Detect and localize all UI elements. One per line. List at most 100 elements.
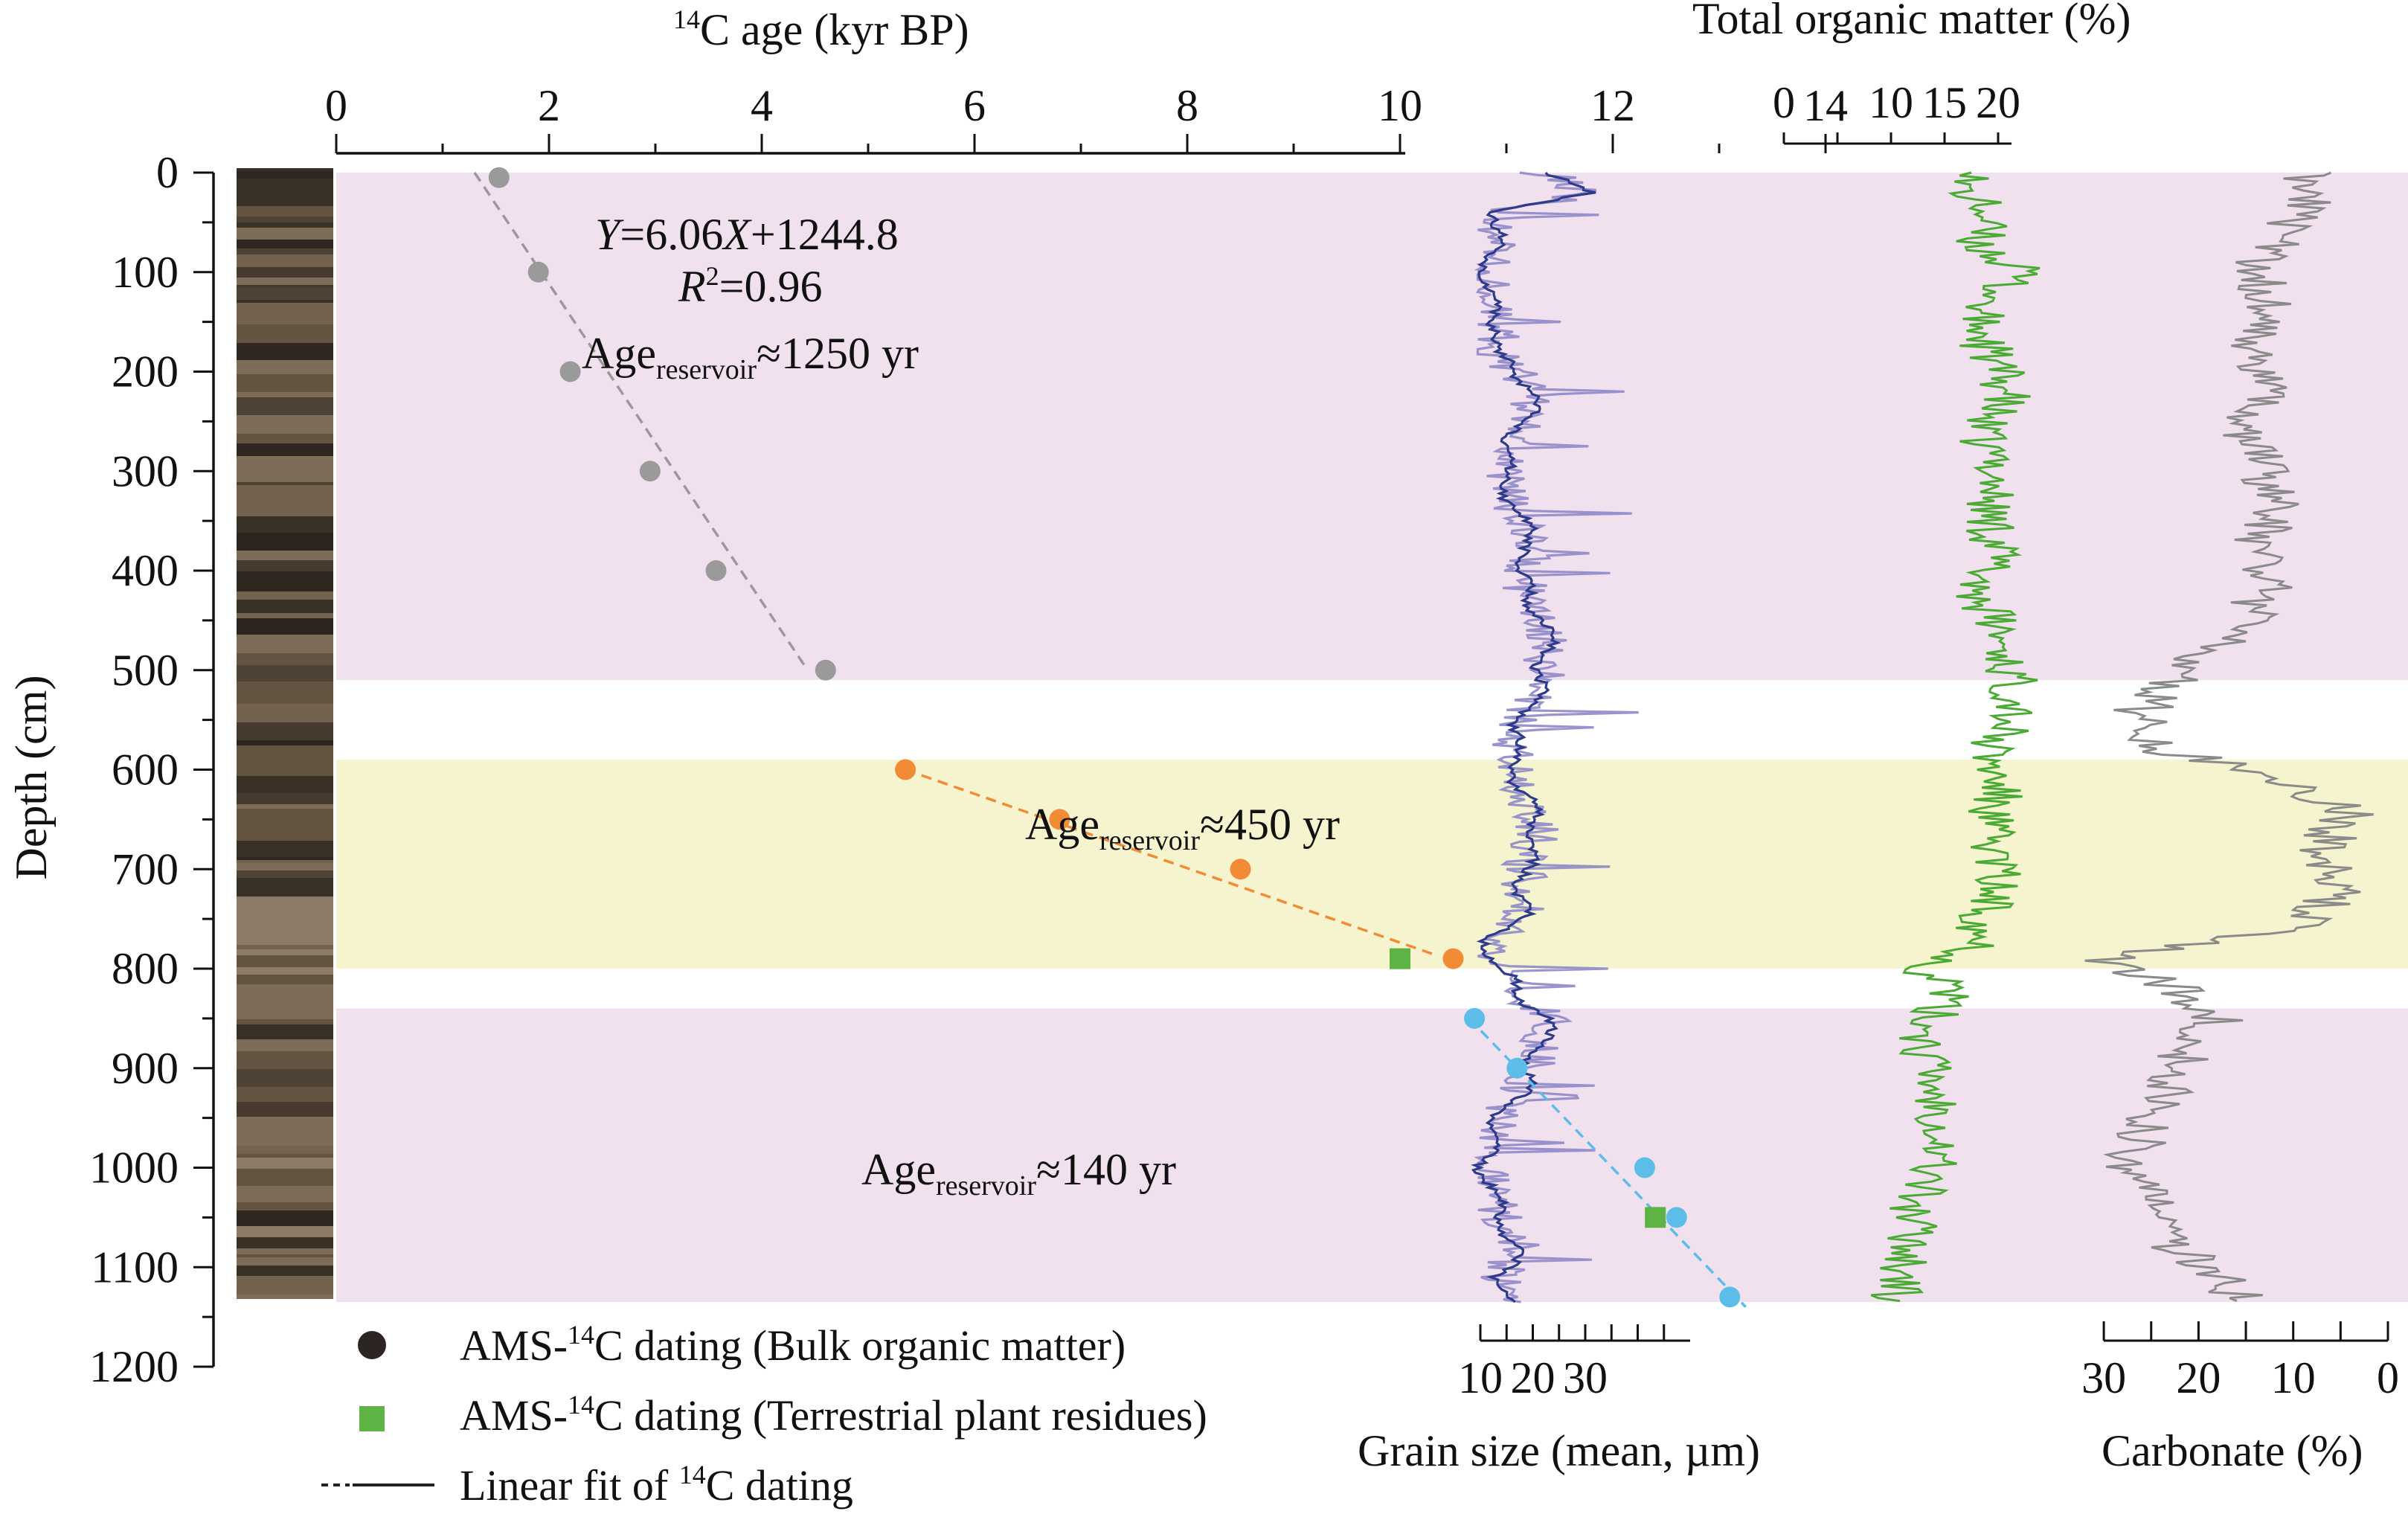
core-layer — [237, 285, 333, 288]
depth-tick-label: 900 — [112, 1044, 179, 1093]
core-layer — [237, 222, 333, 228]
core-layer — [237, 804, 333, 809]
bulk-organic-point — [559, 361, 581, 382]
bulk-organic-point — [639, 461, 661, 482]
c14-tick-label: 14 — [1803, 81, 1848, 130]
plant-residue-point — [1645, 1207, 1666, 1228]
core-layer — [237, 1059, 333, 1069]
depth-tick-label: 600 — [112, 745, 179, 795]
core-layer — [237, 254, 333, 267]
core-layer — [237, 303, 333, 320]
core-layer — [237, 168, 333, 171]
core-layer — [237, 267, 333, 278]
core-layer — [237, 1051, 333, 1055]
linear-fit-1 — [905, 768, 1433, 955]
depth-tick-label: 1100 — [91, 1242, 179, 1292]
c14-tick-label: 10 — [1378, 81, 1422, 130]
regression-equation: Y=6.06X+1244.8 — [595, 210, 899, 259]
depth-tick-label: 1000 — [89, 1143, 179, 1193]
grain-tick-label: 20 — [1511, 1353, 1555, 1402]
carbonate-tick-label: 20 — [2176, 1353, 2221, 1402]
core-layer — [237, 841, 333, 857]
core-layer — [237, 826, 333, 841]
core-layer — [237, 600, 333, 609]
core-layer — [237, 324, 333, 343]
bulk-organic-point — [527, 261, 549, 283]
core-layer — [237, 1069, 333, 1087]
reservoir-age-lower: Agereservoir≈140 yr — [861, 1145, 1176, 1202]
carbonate-tick-label: 10 — [2271, 1353, 2316, 1402]
bulk-organic-point — [1506, 1057, 1528, 1079]
core-layer — [237, 740, 333, 745]
c14-tick-label: 2 — [538, 81, 560, 130]
bulk-organic-point — [1666, 1207, 1687, 1228]
shaded-bands — [336, 173, 2408, 1303]
core-layer — [237, 760, 333, 776]
core-layer — [237, 613, 333, 618]
bulk-organic-point — [895, 759, 916, 780]
core-layer — [237, 374, 333, 392]
core-layer — [237, 665, 333, 681]
bulk-organic-point — [1442, 948, 1464, 969]
legend-bulk-marker — [358, 1331, 386, 1359]
reservoir-age-upper: Agereservoir≈1250 yr — [582, 329, 919, 385]
core-layer — [237, 984, 333, 987]
bulk-organic-point — [1464, 1007, 1486, 1029]
core-layer — [237, 896, 333, 911]
core-layer — [237, 1102, 333, 1117]
depth-tick-label: 300 — [112, 446, 179, 495]
toc-tick-label: 20 — [1976, 78, 2020, 127]
core-layer — [237, 1024, 333, 1039]
core-layer — [237, 870, 333, 878]
core-layer — [237, 1186, 333, 1202]
core-layer — [237, 1266, 333, 1276]
core-layer — [237, 1019, 333, 1024]
core-layer — [237, 793, 333, 804]
core-layer — [237, 392, 333, 397]
core-layer — [237, 1003, 333, 1019]
core-layer — [237, 288, 333, 300]
core-layer — [237, 1146, 333, 1154]
core-layer — [237, 360, 333, 374]
core-layer — [237, 415, 333, 434]
core-layer — [237, 1276, 333, 1295]
toc-tick-label: 15 — [1922, 78, 1967, 127]
core-layer — [237, 533, 333, 551]
core-layer — [237, 474, 333, 482]
toc-tick-label: 10 — [1869, 78, 1913, 127]
core-layer — [237, 278, 333, 285]
legend-bulk-label: AMS-14C dating (Bulk organic matter) — [460, 1320, 1126, 1370]
core-layer — [237, 516, 333, 533]
core-layer — [237, 918, 333, 928]
core-layer — [237, 1039, 333, 1051]
core-layer — [237, 560, 333, 571]
depth-tick-label: 100 — [112, 248, 179, 297]
dating-points — [488, 167, 1741, 1308]
core-layer — [237, 503, 333, 516]
grain-tick-label: 30 — [1563, 1353, 1608, 1402]
core-layer — [237, 933, 333, 945]
depth-tick-label: 1200 — [89, 1342, 179, 1391]
carbonate-tick-label: 0 — [2377, 1353, 2399, 1402]
c14-tick-label: 4 — [751, 81, 773, 130]
depth-tick-label: 200 — [112, 347, 179, 397]
sediment-core-image — [237, 168, 333, 1299]
core-layer — [237, 653, 333, 665]
shaded-band-1 — [336, 760, 2408, 969]
bulk-organic-point — [1634, 1157, 1655, 1178]
core-layer — [237, 975, 333, 984]
linear-fits — [473, 172, 1747, 1308]
core-layer — [237, 722, 333, 740]
core-layer — [237, 860, 333, 863]
core-layer — [237, 878, 333, 896]
core-layer — [237, 228, 333, 240]
core-layer — [237, 216, 333, 222]
core-layer — [237, 1295, 333, 1299]
core-layer — [237, 960, 333, 967]
core-layer — [237, 745, 333, 760]
depth-tick-label: 800 — [112, 944, 179, 993]
core-layer — [237, 987, 333, 1003]
core-layer — [237, 618, 333, 630]
core-layer — [237, 591, 333, 600]
